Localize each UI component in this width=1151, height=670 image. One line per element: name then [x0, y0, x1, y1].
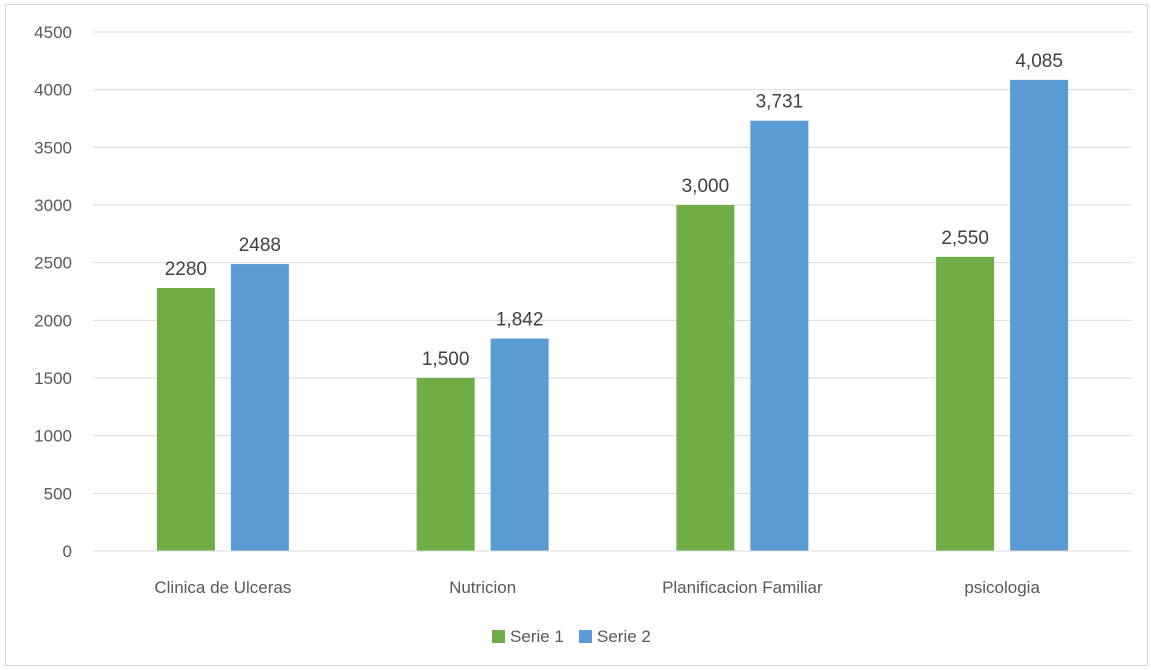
- bar-serie-1: [156, 288, 215, 551]
- y-axis: 0 500 1000 1500 2000 2500 3000 3500 4000 4500: [34, 23, 72, 561]
- legend-label: Serie 1: [510, 627, 564, 646]
- y-tick-label: 3000: [34, 196, 72, 215]
- y-tick-label: 0: [63, 542, 72, 561]
- y-tick-label: 3500: [34, 138, 72, 157]
- bar-serie-2: [230, 264, 289, 551]
- legend-swatch: [492, 630, 505, 643]
- bar-serie-2: [1010, 79, 1069, 551]
- legend-swatch: [579, 630, 592, 643]
- data-label: 1,500: [422, 349, 470, 370]
- x-tick-label: Nutricion: [449, 578, 516, 597]
- data-label: 2280: [165, 259, 207, 280]
- bars: [156, 79, 1069, 551]
- bar-serie-1: [416, 378, 475, 551]
- x-tick-label: psicologia: [964, 578, 1040, 597]
- y-tick-label: 1000: [34, 427, 72, 446]
- data-label: 2488: [239, 235, 281, 256]
- y-tick-label: 4500: [34, 23, 72, 42]
- x-tick-label: Clinica de Ulceras: [154, 578, 291, 597]
- data-label: 3,731: [756, 92, 804, 113]
- x-axis: Clinica de Ulceras Nutricion Planificacion…: [93, 550, 1132, 597]
- x-tick-label: Planificacion Familiar: [662, 578, 823, 597]
- y-tick-label: 2000: [34, 311, 72, 330]
- y-tick-label: 500: [44, 484, 72, 503]
- data-labels: 2280 2488 1,500 1,842 3,000 3,731 2,550 4,085: [165, 51, 1063, 370]
- bar-serie-2: [750, 120, 809, 551]
- data-label: 4,085: [1015, 51, 1063, 72]
- data-label: 2,550: [941, 228, 989, 249]
- y-tick-label: 4000: [34, 81, 72, 100]
- bar-serie-1: [676, 205, 735, 551]
- legend-label: Serie 2: [597, 627, 651, 646]
- bar-serie-1: [936, 256, 995, 551]
- y-tick-label: 2500: [34, 254, 72, 273]
- data-label: 3,000: [682, 176, 730, 197]
- y-tick-label: 1500: [34, 369, 72, 388]
- data-label: 1,842: [496, 310, 544, 331]
- bar-serie-2: [490, 338, 549, 551]
- legend: Serie 1 Serie 2: [492, 627, 651, 646]
